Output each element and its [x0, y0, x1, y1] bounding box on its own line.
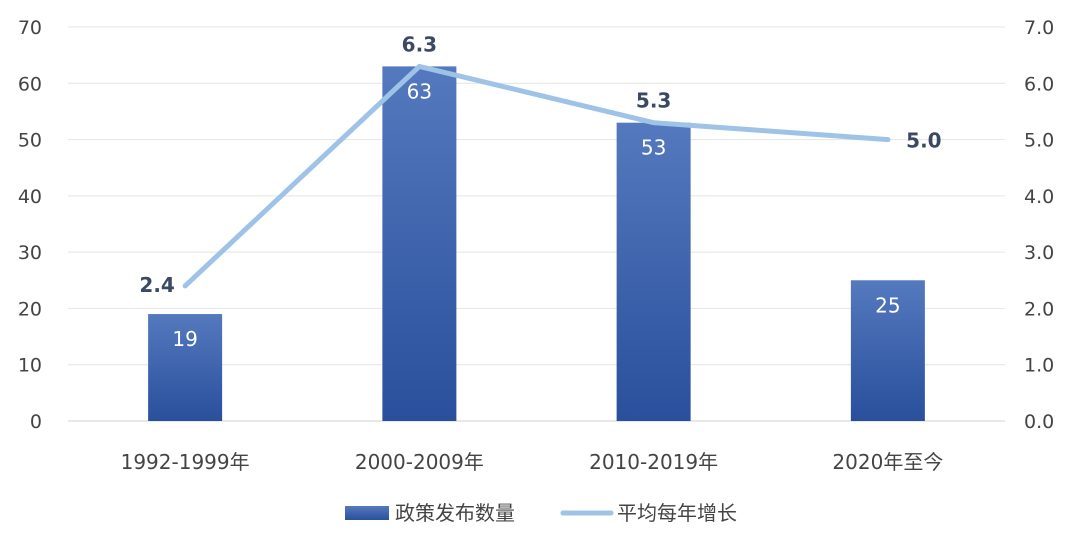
bar — [148, 314, 223, 421]
x-tick-label: 2000-2009年 — [355, 450, 484, 474]
bar-value-label: 19 — [172, 327, 197, 351]
y-left-tick-label: 70 — [18, 17, 42, 39]
x-tick-label: 2020年至今 — [832, 450, 943, 474]
y-left-tick-label: 30 — [18, 242, 42, 264]
axes: 0 10 20 30 40 50 60 70 0.0 1.0 2.0 3.0 4.0 5.0 6.0 7.0 1… — [18, 17, 1054, 474]
y-right-tick-label: 0.0 — [1024, 411, 1054, 433]
bar — [616, 122, 691, 421]
line-value-label: 5.0 — [906, 129, 941, 153]
y-left-tick-label: 20 — [18, 298, 42, 320]
bar-series: 19 63 53 25 — [148, 66, 925, 422]
legend-bar-swatch — [345, 506, 389, 520]
x-tick-label: 2010-2019年 — [589, 450, 718, 474]
bar-value-label: 53 — [641, 136, 666, 160]
legend: 政策发布数量 平均每年增长 — [345, 501, 737, 525]
y-left-tick-label: 50 — [18, 130, 42, 152]
legend-bar-label: 政策发布数量 — [395, 501, 515, 525]
y-left-tick-label: 40 — [18, 186, 42, 208]
bar — [382, 66, 457, 422]
line-value-label: 2.4 — [139, 273, 174, 297]
y-right-tick-label: 7.0 — [1024, 17, 1054, 39]
line-value-label: 5.3 — [636, 89, 671, 113]
y-right-tick-label: 6.0 — [1024, 73, 1054, 95]
y-left-tick-label: 10 — [18, 355, 42, 377]
y-right-tick-label: 1.0 — [1024, 355, 1054, 377]
y-left-tick-label: 0 — [30, 411, 42, 433]
bar — [850, 280, 925, 421]
y-right-tick-label: 3.0 — [1024, 242, 1054, 264]
line-path — [182, 63, 891, 289]
legend-line-label: 平均每年增长 — [617, 501, 737, 525]
bar-value-label: 25 — [875, 293, 900, 317]
y-right-tick-label: 4.0 — [1024, 186, 1054, 208]
y-left-tick-label: 60 — [18, 73, 42, 95]
y-right-tick-label: 2.0 — [1024, 298, 1054, 320]
line-value-label: 6.3 — [402, 32, 437, 56]
line-series: 2.4 6.3 5.3 5.0 — [139, 32, 941, 297]
y-right-tick-label: 5.0 — [1024, 130, 1054, 152]
x-tick-label: 1992-1999年 — [121, 450, 250, 474]
bar-value-label: 63 — [407, 79, 432, 103]
